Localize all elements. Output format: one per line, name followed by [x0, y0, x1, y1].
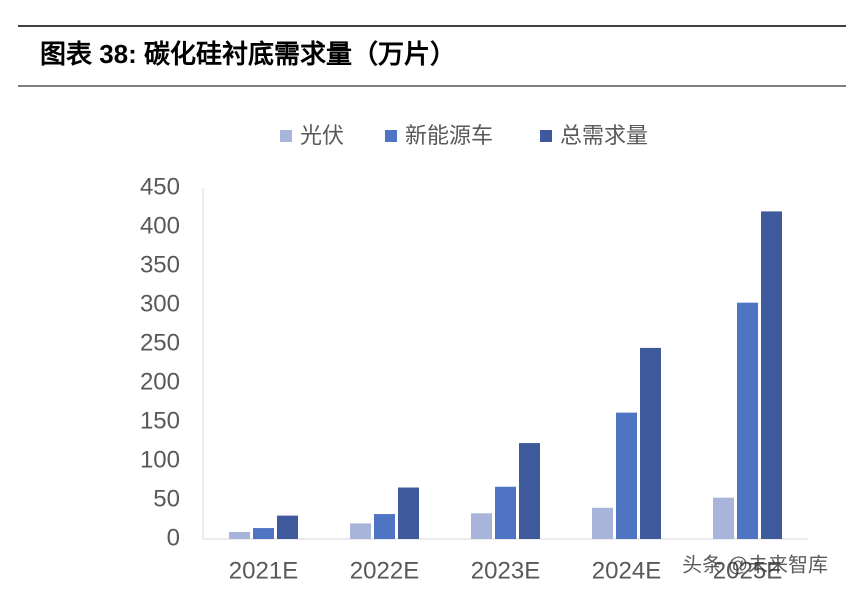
- x-tick-label: 2021E: [229, 557, 298, 584]
- bar: [374, 514, 395, 539]
- bar: [519, 443, 540, 539]
- bar: [761, 211, 782, 539]
- bar: [737, 302, 758, 539]
- y-tick-label: 150: [140, 407, 180, 434]
- bar: [616, 412, 637, 539]
- y-tick-label: 100: [140, 446, 180, 473]
- y-tick-label: 0: [167, 524, 180, 551]
- bar: [471, 513, 492, 539]
- bar: [277, 515, 298, 539]
- legend-swatch: [540, 130, 552, 142]
- bar: [592, 507, 613, 539]
- legend-swatch: [280, 130, 292, 142]
- legend-label: 光伏: [300, 123, 344, 148]
- bar: [253, 528, 274, 539]
- y-tick-label: 50: [153, 485, 180, 512]
- y-tick-label: 450: [140, 173, 180, 200]
- x-tick-label: 2023E: [471, 557, 540, 584]
- bar: [350, 523, 371, 539]
- legend-label: 新能源车: [405, 123, 493, 148]
- x-tick-label: 2024E: [592, 557, 661, 584]
- x-tick-label: 2025E: [713, 557, 782, 584]
- x-tick-label: 2022E: [350, 557, 419, 584]
- bar: [398, 487, 419, 539]
- chart-title: 图表 38: 碳化硅衬底需求量（万片）: [40, 39, 456, 69]
- y-tick-label: 300: [140, 290, 180, 317]
- bar: [495, 486, 516, 539]
- bar: [713, 497, 734, 539]
- bar: [640, 347, 661, 539]
- y-tick-label: 250: [140, 329, 180, 356]
- bar: [229, 531, 250, 539]
- y-tick-label: 400: [140, 212, 180, 239]
- legend-label: 总需求量: [560, 123, 648, 148]
- legend-swatch: [385, 130, 397, 142]
- y-tick-label: 200: [140, 368, 180, 395]
- y-tick-label: 350: [140, 251, 180, 278]
- watermark: 头条 @未来智库: [682, 553, 828, 576]
